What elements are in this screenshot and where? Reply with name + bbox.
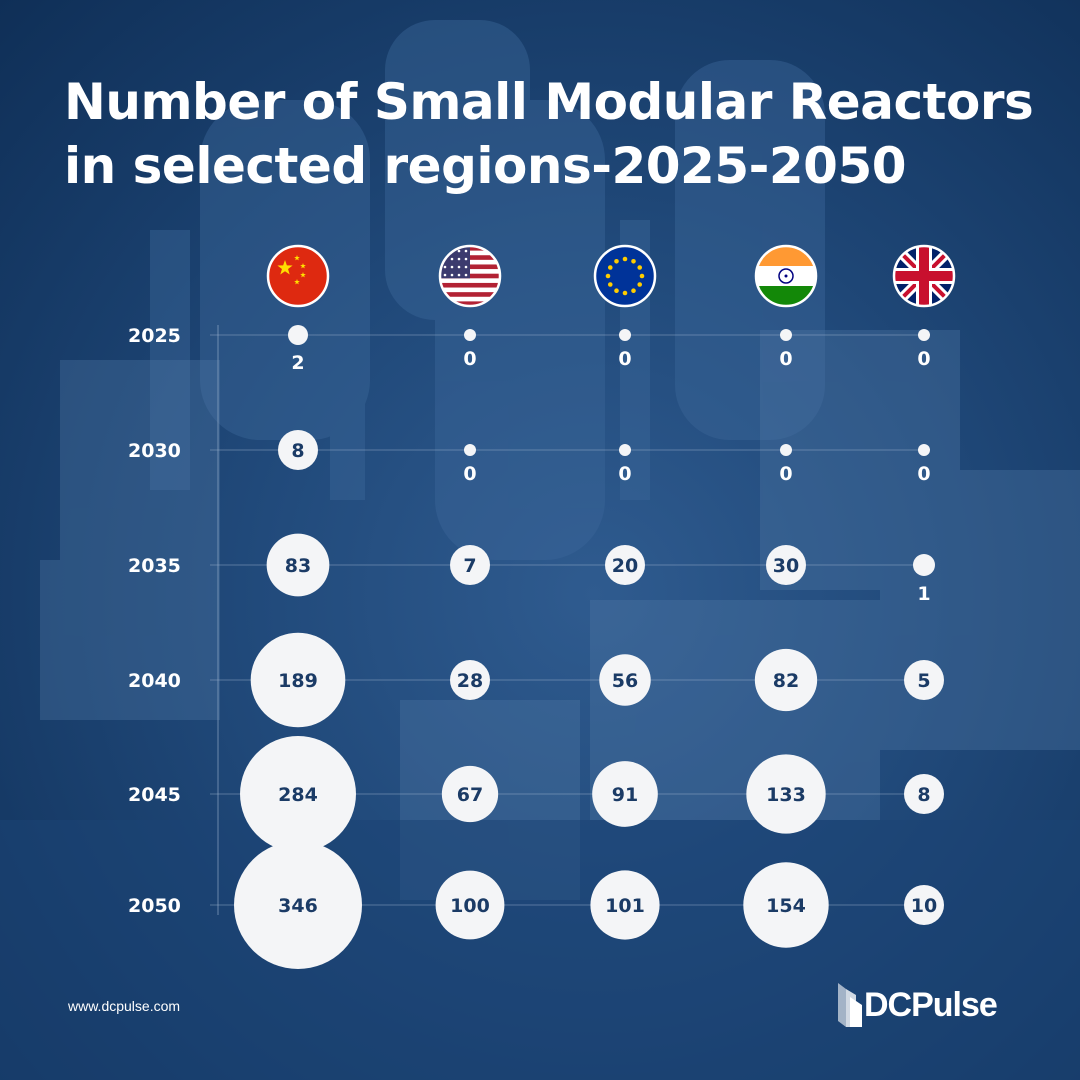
bubble-united-states-2050	[435, 870, 505, 940]
bubble-european-union-2035-label: 20	[612, 555, 638, 577]
china-flag-ring	[266, 244, 330, 308]
usa-flag-icon	[440, 246, 500, 306]
dcpulse-logo-icon	[838, 983, 862, 1027]
bubble-china-2050-label: 346	[278, 895, 318, 917]
bubble-united-states-2030-label: 0	[463, 463, 476, 485]
year-label-2025: 2025	[128, 325, 181, 347]
bubble-european-union-2045	[592, 761, 658, 827]
bubble-united-states-2030	[464, 444, 476, 456]
bubble-china-2030-label: 8	[291, 440, 304, 462]
bubble-united-states-2035	[450, 545, 490, 585]
bubble-united-states-2050-label: 100	[450, 895, 490, 917]
brand-logo: DCPulse	[836, 980, 998, 1030]
bubble-united-kingdom-2040-label: 5	[917, 670, 930, 692]
bubble-united-kingdom-2045	[904, 774, 944, 814]
bubble-united-states-2045	[441, 765, 499, 823]
bubble-united-states-2040	[450, 660, 490, 700]
bubble-united-kingdom-2035	[913, 554, 935, 576]
year-label-2030: 2030	[128, 440, 181, 462]
bubble-china-2045-label: 284	[278, 784, 318, 806]
bubble-european-union-2025	[619, 329, 631, 341]
uk-flag-icon	[894, 246, 954, 306]
bubble-united-states-2045-label: 67	[457, 784, 483, 806]
chart-title: Number of Small Modular Reactors in selec…	[64, 73, 1034, 195]
eu-flag-ring	[593, 244, 657, 308]
bubble-united-states-2025-label: 0	[463, 348, 476, 370]
bubble-china-2035	[266, 533, 330, 597]
bubble-european-union-2050-label: 101	[605, 895, 645, 917]
bubble-united-kingdom-2025	[918, 329, 930, 341]
bubble-china-2025	[288, 325, 308, 345]
bubble-united-states-2035-label: 7	[463, 555, 476, 577]
bubble-united-kingdom-2030-label: 0	[917, 463, 930, 485]
year-label-2035: 2035	[128, 555, 181, 577]
bubble-united-kingdom-2025-label: 0	[917, 348, 930, 370]
bubble-united-kingdom-2035-label: 1	[917, 583, 930, 605]
bubble-india-2050	[743, 862, 829, 948]
bubble-european-union-2040	[599, 654, 651, 706]
bubble-united-kingdom-2040	[904, 660, 944, 700]
bubble-india-2045	[746, 754, 826, 834]
bubble-india-2040	[754, 648, 818, 712]
usa-flag-ring	[438, 244, 502, 308]
bubble-china-2050	[234, 841, 362, 969]
bubble-european-union-2030	[619, 444, 631, 456]
year-label-2045: 2045	[128, 784, 181, 806]
bubble-china-2045	[240, 736, 356, 852]
bubble-united-kingdom-2030	[918, 444, 930, 456]
bubble-china-2030	[278, 430, 318, 470]
bubble-india-2025	[780, 329, 792, 341]
bubble-china-2040-label: 189	[278, 670, 318, 692]
bubble-china-2025-label: 2	[291, 352, 304, 374]
bubble-united-kingdom-2045-label: 8	[917, 784, 930, 806]
bubble-india-2025-label: 0	[779, 348, 792, 370]
india-flag-ring	[754, 244, 818, 308]
bubble-india-2030	[780, 444, 792, 456]
bubble-european-union-2050	[590, 870, 660, 940]
bubble-european-union-2035	[605, 545, 645, 585]
eu-flag-icon	[595, 246, 655, 306]
year-label-2040: 2040	[128, 670, 181, 692]
brand-name: DCPulse	[864, 985, 998, 1024]
bubble-european-union-2040-label: 56	[612, 670, 638, 692]
bubble-india-2030-label: 0	[779, 463, 792, 485]
year-label-2050: 2050	[128, 895, 181, 917]
bubble-united-states-2025	[464, 329, 476, 341]
bubble-india-2040-label: 82	[773, 670, 799, 692]
bubble-european-union-2030-label: 0	[618, 463, 631, 485]
bubble-india-2050-label: 154	[766, 895, 806, 917]
bubble-india-2035-label: 30	[773, 555, 799, 577]
china-flag-icon	[268, 246, 328, 306]
bubble-india-2035	[766, 545, 806, 585]
bubble-united-states-2040-label: 28	[457, 670, 483, 692]
bubble-european-union-2025-label: 0	[618, 348, 631, 370]
uk-flag-ring	[892, 244, 956, 308]
bubble-india-2045-label: 133	[766, 784, 806, 806]
bubble-china-2040	[250, 632, 346, 728]
bubble-european-union-2045-label: 91	[612, 784, 638, 806]
bubble-china-2035-label: 83	[285, 555, 311, 577]
website-url[interactable]: www.dcpulse.com	[68, 998, 181, 1014]
bubble-united-kingdom-2050-label: 10	[911, 895, 937, 917]
bubble-united-kingdom-2050	[904, 885, 944, 925]
